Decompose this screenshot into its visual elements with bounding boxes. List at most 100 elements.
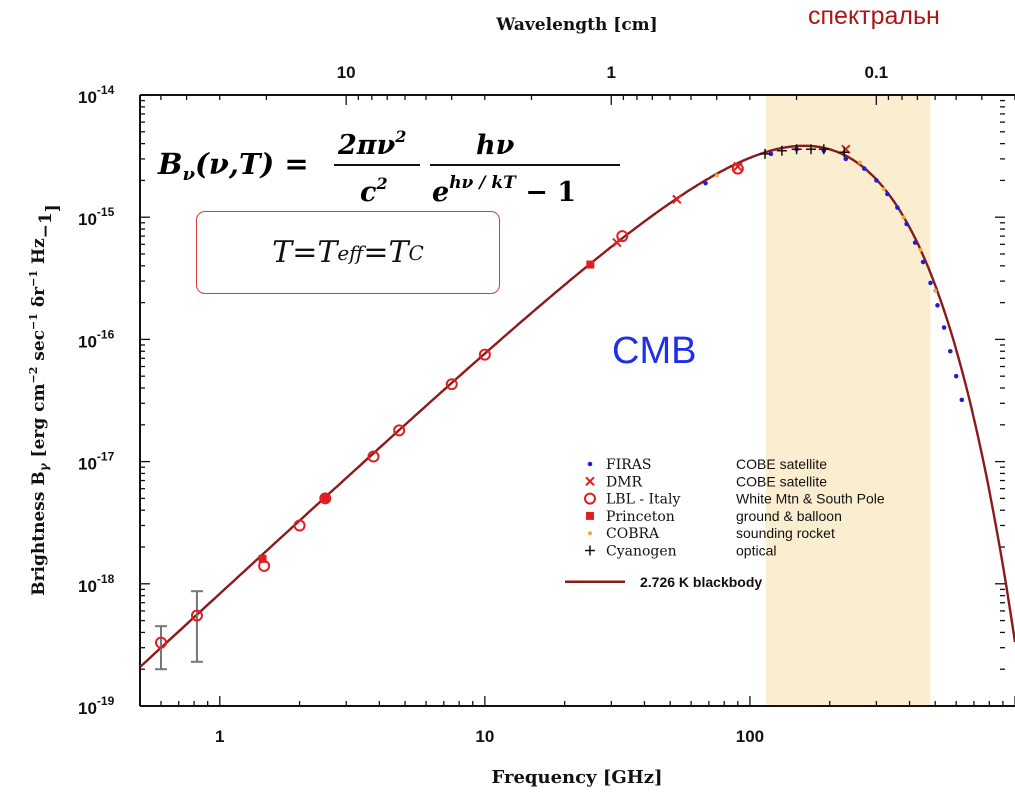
point-lbl-italy <box>478 348 491 361</box>
point-firas <box>953 373 959 379</box>
error-bar-lbl-italy <box>190 590 203 663</box>
point-firas <box>941 325 947 330</box>
svg-text:2πν2: 2πν2 <box>337 127 406 161</box>
point-cobra <box>881 187 886 192</box>
point-cobra <box>901 215 906 220</box>
point-lbl-italy <box>731 162 744 175</box>
point-cobra <box>857 160 862 165</box>
legend-marker-dmr <box>585 476 595 487</box>
peak-band <box>766 95 931 706</box>
formula-frac2-den-e: e <box>432 177 449 208</box>
x-axis-label-over: Frequency [GHz] <box>492 767 663 788</box>
legend-desc-dmr: COBE satellite <box>736 473 827 489</box>
legend-name-cyanogen: Cyanogen <box>606 544 677 560</box>
cmb-label: CMB <box>612 330 697 372</box>
point-lbl-italy <box>616 230 629 243</box>
point-firas <box>843 156 849 162</box>
point-dmr <box>672 194 682 205</box>
legend-marker-cobra <box>588 531 592 536</box>
y-axis-label: Brightness Bγ [erg cm−2 sec−1 δr−1 Hz−1] <box>27 204 63 596</box>
legend-desc-cyanogen: optical <box>736 543 776 559</box>
x-stroke <box>585 476 595 487</box>
point-lbl-italy <box>293 519 306 532</box>
legend-marker-princeton <box>586 511 594 520</box>
temperature-TC: T <box>388 235 409 270</box>
formula-lhs-sub: ν <box>183 164 196 185</box>
point-firas <box>928 280 933 286</box>
legend-desc-princeton: ground & balloon <box>736 508 842 524</box>
point-cyanogen <box>760 148 771 159</box>
formula-frac1-den: c <box>360 177 376 208</box>
temperature-eq-2: = <box>363 235 389 270</box>
top-tick-label: 1 <box>607 63 616 82</box>
top-tick-label: 0.1 <box>865 63 889 82</box>
top-axis-label: Wavelength [cm] <box>495 15 657 35</box>
top-tick-label: 10 <box>337 63 356 82</box>
point-princeton <box>321 494 330 503</box>
planck-formula: Bν(ν,T) = 2πν2 c2 hν ehν / kT − 1 <box>157 118 638 215</box>
x-tick-label-over: 1 <box>215 727 224 746</box>
point-firas <box>768 151 774 157</box>
temperature-T: T <box>272 235 293 270</box>
point-cyanogen <box>806 144 817 155</box>
legend-name-cobra: COBRA <box>606 526 660 542</box>
russian-caption: спектральн <box>808 2 940 30</box>
point-princeton <box>586 260 595 269</box>
formula-frac1-den-sup: 2 <box>375 174 387 193</box>
point-firas <box>912 240 918 245</box>
point-cyanogen <box>776 145 787 156</box>
formula-frac1-num-sup: 2 <box>394 127 406 146</box>
y-tick-label: 10-15 <box>78 205 115 229</box>
point-cyanogen <box>818 144 829 155</box>
point-firas <box>895 205 900 210</box>
point-firas <box>959 397 965 403</box>
point-lbl-italy <box>154 636 167 649</box>
legend-blackbody-label: 2.726 K blackbody <box>640 574 762 590</box>
formula-frac2-num: hν <box>476 130 515 161</box>
point-firas <box>920 259 926 265</box>
legend-desc-cobra: sounding rocket <box>736 525 835 541</box>
bottom-mask <box>141 707 1015 792</box>
legend-name-firas: FIRAS <box>606 457 652 473</box>
legend-marker-firas <box>587 461 593 467</box>
legend-name-lbl-italy: LBL - Italy <box>606 492 680 508</box>
legend-name-princeton: Princeton <box>606 509 675 525</box>
svg-text:Bν(ν,T) =: Bν(ν,T) = <box>157 147 309 185</box>
formula-lhs: B <box>157 147 183 181</box>
point-cobra <box>933 288 938 293</box>
point-lbl-italy <box>319 492 332 505</box>
temperature-eq-1: = <box>292 235 318 270</box>
legend-desc-firas: COBE satellite <box>736 456 827 472</box>
temperature-Teff: T <box>317 235 338 270</box>
point-cyanogen <box>791 144 802 155</box>
legend-marker-cyanogen <box>585 545 595 556</box>
y-tick-label: 10-14 <box>78 83 115 107</box>
x-tick-label-over: 10 <box>475 727 494 746</box>
formula-frac2-den-sup: hν / kT <box>449 173 517 193</box>
point-lbl-italy <box>190 609 203 622</box>
legend-desc-lbl-italy: White Mtn & South Pole <box>736 491 885 507</box>
point-firas <box>904 221 909 227</box>
legend-marker-lbl-italy <box>584 492 596 505</box>
formula-lhs-args: (ν,T) = <box>195 147 309 181</box>
y-tick-label: 10-17 <box>78 450 115 474</box>
formula-frac1-num: 2πν <box>337 130 396 161</box>
point-firas <box>874 178 879 183</box>
svg-text:ehν / kT − 1: ehν / kT − 1 <box>432 173 576 208</box>
formula-frac2-den-minus: − 1 <box>516 177 576 208</box>
x-stroke <box>672 194 682 205</box>
temperature-Teff-sub: eff <box>337 240 364 265</box>
point-firas <box>935 303 940 308</box>
point-princeton <box>258 554 267 563</box>
point-cobra <box>714 173 719 178</box>
y-tick-label: 10-16 <box>78 327 115 351</box>
y-tick-label: 10-18 <box>78 572 115 596</box>
legend-name-dmr: DMR <box>606 474 643 490</box>
point-lbl-italy <box>367 450 380 463</box>
point-lbl-italy <box>445 378 458 391</box>
point-firas <box>861 166 867 171</box>
temperature-TC-sub: C <box>408 240 424 265</box>
y-tick-label: 10-19 <box>78 694 115 718</box>
